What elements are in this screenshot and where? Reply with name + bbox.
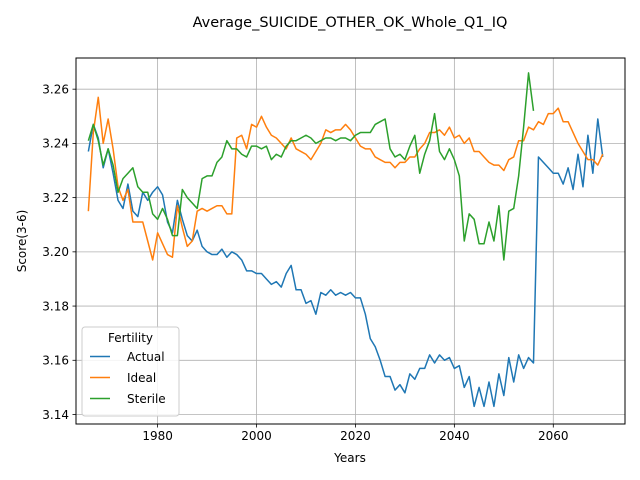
y-tick-label: 3.26 [42, 82, 69, 96]
axis-ticks: 1980 2000 2020 2040 2060 3.14 3.16 3.18 3.20 3.22… [42, 82, 568, 443]
x-tick-label: 2020 [340, 429, 371, 443]
plot-frame [75, 57, 626, 425]
legend-label-sterile: Sterile [127, 392, 166, 406]
legend: Fertility Actual Ideal Sterile [81, 326, 180, 417]
x-tick-label: 2000 [241, 429, 272, 443]
x-axis-label: Years [333, 451, 366, 465]
legend-box [81, 326, 180, 417]
y-tick-label: 3.24 [42, 137, 69, 151]
legend-entries: Actual Ideal Sterile [90, 350, 166, 406]
gridlines [76, 58, 625, 424]
y-tick-label: 3.18 [42, 299, 69, 313]
legend-title: Fertility [108, 331, 153, 345]
y-tick-label: 3.14 [42, 408, 69, 422]
y-tick-label: 3.16 [42, 354, 69, 368]
x-tick-label: 2040 [439, 429, 470, 443]
y-axis-label: Score(3-6) [15, 210, 29, 273]
series-line-ideal [87, 96, 604, 261]
y-tick-label: 3.20 [42, 245, 69, 259]
series-line-sterile [87, 72, 535, 261]
x-tick-label: 1980 [142, 429, 173, 443]
legend-label-actual: Actual [127, 350, 165, 364]
series-line-actual [87, 118, 604, 408]
series-lines [87, 72, 604, 408]
x-tick-label: 2060 [538, 429, 569, 443]
chart-title: Average_SUICIDE_OTHER_OK_Whole_Q1_IQ [193, 15, 508, 31]
legend-label-ideal: Ideal [127, 371, 156, 385]
y-tick-label: 3.22 [42, 191, 69, 205]
